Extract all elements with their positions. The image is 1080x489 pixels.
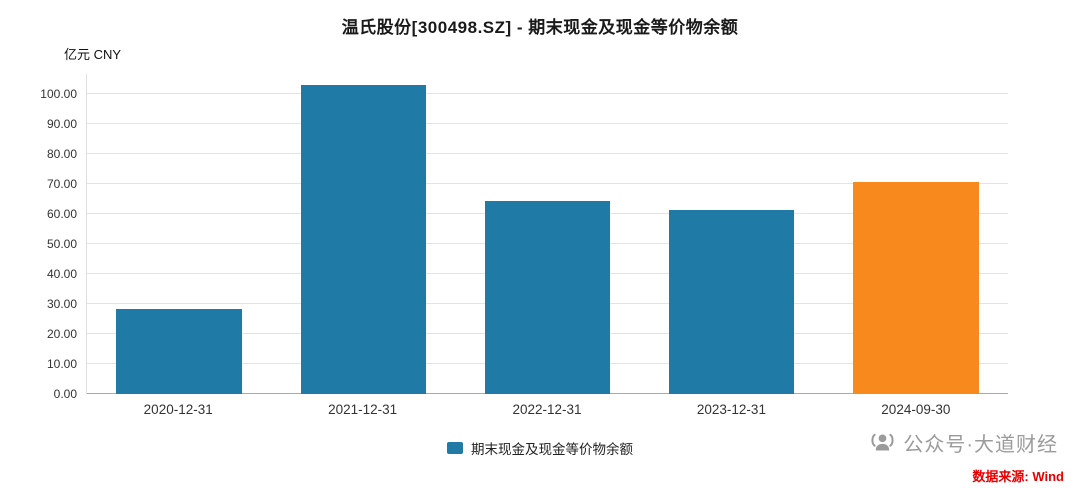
x-tick-label: 2023-12-31 [696,402,766,417]
y-tick-label: 30.00 [46,297,77,312]
bar-2020-12-31[interactable] [116,309,242,394]
watermark-text: 公众号·大道财经 [903,434,1058,456]
watermark: 公众号·大道财经 [869,428,1058,457]
x-tick-label: 2020-12-31 [143,402,213,417]
y-axis-labels: 0.00 10.00 20.00 30.00 40.00 50.00 60.00 70.00 8… [13,74,77,401]
x-axis-labels: 2020-12-31 2021-12-31 2022-12-31 2023-12-31… [86,402,1008,417]
y-tick-label: 90.00 [46,117,77,132]
data-source-label: 数据来源: Wind [972,469,1064,484]
x-tick-label: 2022-12-31 [512,402,582,417]
bar-2021-12-31[interactable] [300,85,426,394]
y-tick-label: 80.00 [46,147,77,162]
x-tick-label: 2024-09-30 [881,402,951,417]
bar-column [455,74,639,394]
y-tick-label: 20.00 [46,327,77,342]
chart-title: 温氏股份[300498.SZ] - 期末现金及现金等价物余额 [341,18,739,37]
y-tick-label: 50.00 [46,237,77,252]
bar-chart: 0.00 10.00 20.00 30.00 40.00 50.00 60.00 70.00 8… [40,74,1008,401]
bar-column [824,74,1008,394]
legend[interactable]: 期末现金及现金等价物余额 [0,438,1080,458]
bar-column [640,74,824,394]
bar-column [271,74,455,394]
y-tick-label: 0.00 [53,387,77,401]
y-tick-label: 40.00 [46,267,77,282]
gridline [87,153,1008,155]
wechat-broadcast-icon [871,433,894,451]
y-tick-label: 10.00 [46,357,77,372]
bars-container [87,74,1008,394]
gridline [87,93,1008,95]
gridline [87,183,1008,185]
y-axis-unit-label: 亿元 CNY [64,47,122,62]
plot-area [86,74,1008,394]
x-tick-label: 2021-12-31 [328,402,398,417]
bar-column [87,74,271,394]
legend-label: 期末现金及现金等价物余额 [471,442,633,457]
y-tick-label: 60.00 [46,207,77,222]
gridline [87,123,1008,125]
bar-2023-12-31[interactable] [669,209,795,394]
legend-swatch [447,442,463,454]
y-tick-label: 100.00 [40,87,77,102]
y-tick-label: 70.00 [46,177,77,192]
bar-2022-12-31[interactable] [484,201,611,394]
bar-2024-09-30[interactable] [853,182,979,394]
